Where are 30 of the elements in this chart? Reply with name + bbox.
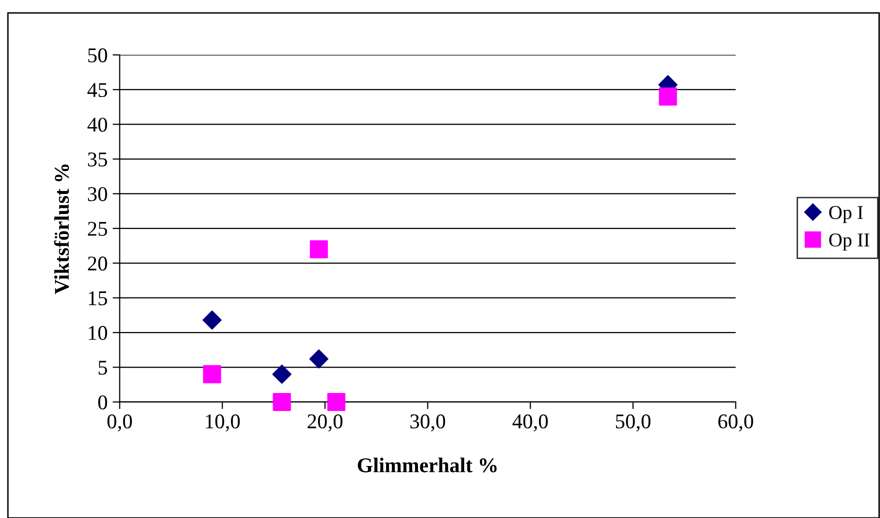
y-axis-title: Viktsförlust % [54,164,70,294]
y-tick-label: 20 [88,256,108,271]
x-tick-label: 40,0 [512,414,548,432]
point [272,364,292,384]
x-axis-title: Glimmerhalt % [358,458,497,472]
point [310,240,328,258]
x-tick-label: 60,0 [718,414,754,432]
point [272,392,291,411]
point [658,88,677,106]
x-tick-label: 30,0 [410,414,446,432]
y-tick-label: 30 [88,187,108,202]
y-tick-label: 15 [88,291,108,306]
y-tick-label: 10 [88,326,108,340]
x-tick-label: 0,0 [107,414,132,432]
point [309,349,328,368]
x-tick-label: 50,0 [616,414,650,432]
x-tick-label: 20,0 [308,414,342,432]
x-tick-label: 10,0 [206,414,240,432]
y-tick-label: 35 [88,152,108,166]
y-tick-label: 25 [88,222,108,236]
y-tick-label: 40 [87,118,108,132]
point [327,392,346,411]
y-tick-label: 50 [88,48,108,62]
legend-label: Op II [829,234,870,251]
y-tick-label: 5 [98,360,108,375]
point [203,365,222,384]
point [202,310,222,330]
legend-label: Op I [829,206,863,224]
y-tick-label: 0 [98,395,108,410]
y-tick-label: 45 [87,83,108,98]
